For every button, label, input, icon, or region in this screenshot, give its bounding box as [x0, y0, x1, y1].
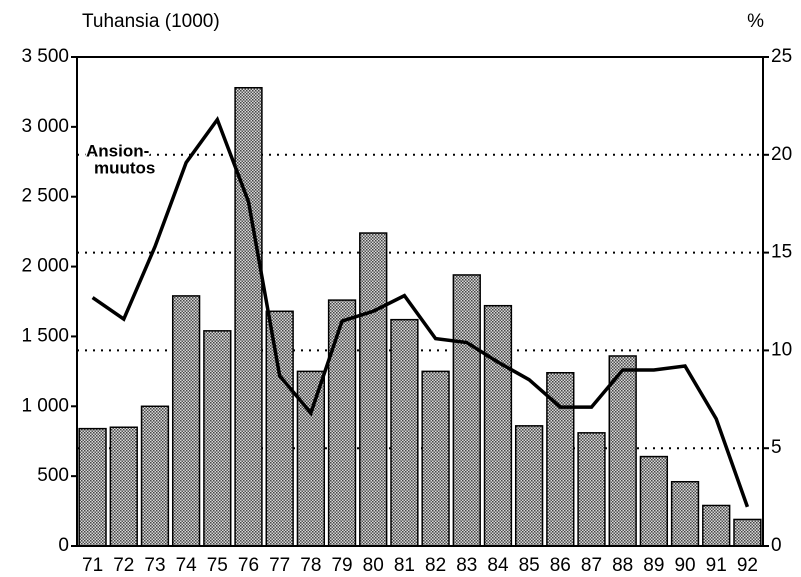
x-tick-label: 73 [144, 555, 165, 576]
bar [265, 310, 294, 547]
x-tick-label: 75 [207, 555, 228, 576]
bar [608, 355, 637, 547]
x-tick-label: 91 [706, 555, 727, 576]
x-tick-label: 87 [581, 555, 602, 576]
line [91, 115, 750, 508]
x-tick-label: 76 [238, 555, 259, 576]
x-tick-label: 78 [300, 555, 321, 576]
bar [327, 299, 357, 547]
x-tick-label: 89 [643, 555, 664, 576]
x-tick-label: 84 [487, 555, 509, 576]
bar [234, 86, 263, 547]
x-tick-label: 83 [456, 555, 477, 576]
y2-tick-label: 15 [771, 242, 792, 263]
y2-tick-label: 5 [771, 437, 782, 458]
annotation: muutos [94, 158, 155, 177]
y-tick-label: 500 [37, 465, 69, 486]
x-tick-label: 72 [113, 555, 134, 576]
x-tick-label: 92 [737, 555, 758, 576]
bar [514, 425, 544, 547]
x-tick-label: 80 [363, 555, 384, 576]
bar [109, 426, 138, 547]
x-tick-label: 82 [425, 555, 446, 576]
y-tick-label: 2 000 [21, 256, 69, 277]
bar [296, 370, 326, 547]
x-tick-label: 85 [519, 555, 540, 576]
bar [733, 518, 762, 547]
x-tick-label: 71 [82, 555, 103, 576]
y-axis-label: Tuhansia (1000) [82, 11, 220, 32]
y2-tick-label: 25 [771, 46, 792, 67]
y2-tick-label: 20 [771, 144, 792, 165]
x-tick-label: 90 [674, 555, 695, 576]
bar [702, 504, 731, 547]
y-tick-label: 0 [58, 535, 69, 556]
y2-tick-label: 0 [771, 535, 782, 556]
bar [421, 370, 450, 547]
y-tick-label: 3 500 [21, 46, 69, 67]
bar [203, 330, 232, 547]
x-tick-label: 79 [331, 555, 352, 576]
y-tick-label: 1 000 [21, 395, 69, 416]
y2-tick-label: 10 [771, 339, 792, 360]
x-tick-label: 88 [612, 555, 633, 576]
bar [78, 427, 107, 547]
bar [639, 455, 669, 547]
y-tick-label: 2 500 [21, 186, 69, 207]
bar [670, 480, 700, 547]
y-tick-label: 3 000 [21, 116, 69, 137]
y-tick-label: 1 500 [21, 325, 69, 346]
bar [483, 304, 513, 547]
bar [390, 318, 419, 547]
bar [452, 274, 481, 547]
bar [140, 405, 170, 547]
bar [171, 295, 201, 547]
x-tick-label: 86 [550, 555, 571, 576]
x-tick-label: 74 [176, 555, 198, 576]
bar [577, 432, 606, 547]
x-tick-label: 81 [394, 555, 415, 576]
plot-frame [76, 56, 764, 547]
x-tick-label: 77 [269, 555, 290, 576]
bar [359, 232, 388, 547]
y2-axis-label: % [747, 11, 764, 32]
annotation: Ansion- [86, 141, 149, 160]
